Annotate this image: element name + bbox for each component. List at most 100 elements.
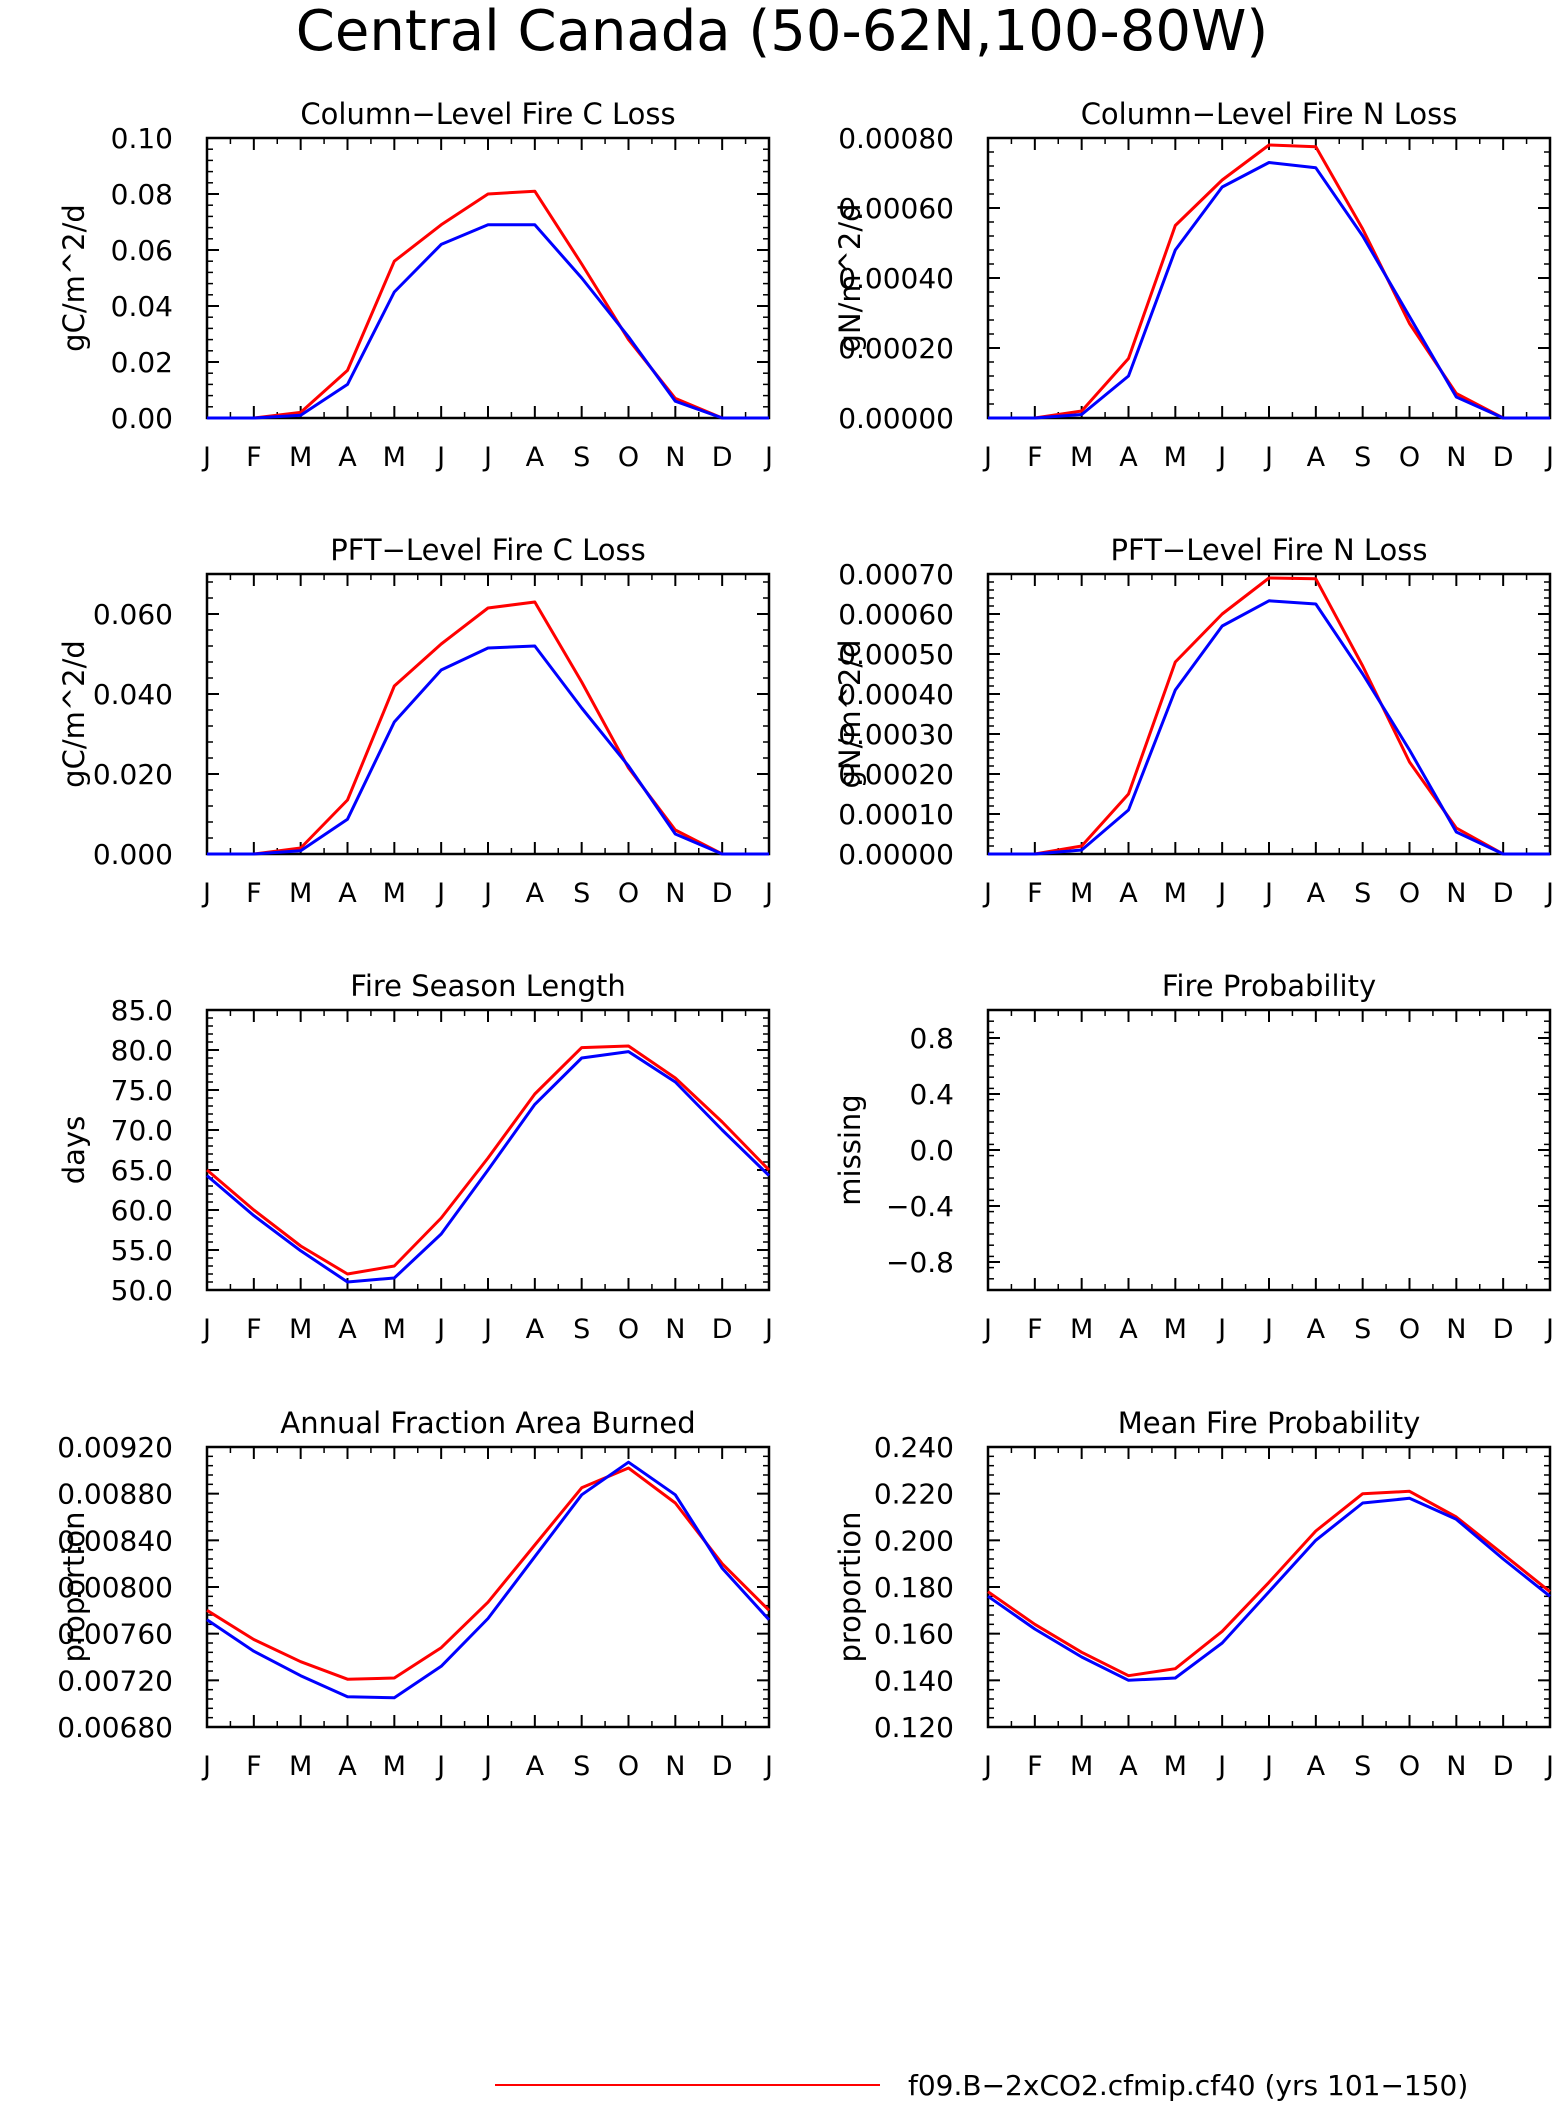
y-tick-label: 0.4 (909, 1078, 954, 1111)
x-tick-label: J (201, 1751, 211, 1782)
x-tick-label: O (1399, 442, 1420, 473)
y-tick-label: 65.0 (111, 1154, 173, 1187)
y-tick-label: 0.00080 (838, 122, 954, 155)
y-tick-label: 50.0 (111, 1274, 173, 1307)
y-axis-label: proportion (833, 1511, 867, 1662)
y-tick-label: 60.0 (111, 1194, 173, 1227)
x-tick-label: A (1119, 1314, 1138, 1345)
x-tick-label: F (1027, 1314, 1043, 1345)
panel-3: J F M A M J J A S O N D J0.0000.0200.0400.060PFT−Lev… (57, 533, 773, 909)
y-tick-label: 0.0 (909, 1134, 954, 1167)
x-tick-label: A (1119, 442, 1138, 473)
x-tick-label: M (1164, 1314, 1187, 1345)
y-tick-label: 0.240 (874, 1431, 954, 1464)
panel-8: J F M A M J J A S O N D J0.1200.1400.1600.1800.2000.… (833, 1406, 1554, 1782)
y-tick-label: 70.0 (111, 1114, 173, 1147)
y-tick-label: 85.0 (111, 994, 173, 1027)
y-tick-label: 0.00070 (838, 558, 954, 591)
x-tick-label: F (1027, 1751, 1043, 1782)
y-tick-label: 0.00020 (838, 332, 954, 365)
chart-title: Fire Probability (1162, 969, 1376, 1003)
series-line-2 (206, 1050, 771, 1284)
x-tick-label: D (1493, 1314, 1514, 1345)
y-tick-label: 80.0 (111, 1034, 173, 1067)
series-line-2 (987, 1496, 1551, 1682)
y-axis-label: gC/m^2/d (57, 204, 91, 352)
y-axis-label: days (57, 1116, 91, 1184)
x-tick-label: A (526, 442, 545, 473)
x-tick-label: M (1070, 1314, 1093, 1345)
y-tick-label: 0.040 (93, 678, 173, 711)
x-tick-label: J (1544, 878, 1554, 909)
x-tick-label: F (246, 878, 262, 909)
chart-title: Mean Fire Probability (1118, 1406, 1421, 1440)
y-tick-label: 0.08 (111, 178, 173, 211)
x-tick-label: N (1446, 1751, 1466, 1782)
x-tick-label: D (712, 1751, 733, 1782)
plot-frame (205, 136, 771, 420)
x-tick-label: J (1216, 442, 1226, 473)
x-tick-label: F (1027, 878, 1043, 909)
x-tick-label: M (289, 1751, 312, 1782)
plot-frame (205, 1445, 771, 1729)
y-tick-label: 55.0 (111, 1234, 173, 1267)
x-tick-label: M (1164, 878, 1187, 909)
x-tick-label: M (383, 442, 406, 473)
y-tick-label: 0.8 (909, 1022, 954, 1055)
y-tick-label: 0.00000 (838, 838, 954, 871)
x-tick-label: J (201, 878, 211, 909)
x-tick-label: N (1446, 878, 1466, 909)
y-axis-label: gC/m^2/d (57, 640, 91, 788)
y-tick-label: −0.8 (886, 1246, 954, 1279)
page-title: Central Canada (50-62N,100-80W) (296, 0, 1268, 64)
chart-title: PFT−Level Fire N Loss (1111, 533, 1428, 567)
x-tick-label: M (383, 1314, 406, 1345)
x-tick-label: J (1263, 1751, 1273, 1782)
x-tick-label: J (482, 1751, 492, 1782)
y-axis-label: missing (833, 1094, 867, 1205)
x-tick-label: O (1399, 878, 1420, 909)
x-tick-label: M (383, 878, 406, 909)
x-tick-label: D (1493, 1751, 1514, 1782)
x-tick-label: J (982, 878, 992, 909)
series-line-1 (988, 143, 1550, 420)
x-tick-label: F (246, 442, 262, 473)
chart-title: Annual Fraction Area Burned (280, 1406, 695, 1440)
plot-frame (205, 572, 771, 856)
plot-frame (986, 1008, 1552, 1292)
legend-label: f09.B−2xCO2.cfmip.cf40 (yrs 101−150) (908, 2069, 1468, 2102)
x-tick-label: M (1070, 442, 1093, 473)
x-tick-label: J (982, 1314, 992, 1345)
x-tick-label: N (665, 1314, 685, 1345)
legend: f09.B−2xCO2.cfmip.cf40 (yrs 101−150) (495, 2069, 1468, 2102)
x-tick-label: J (1263, 1314, 1273, 1345)
x-tick-label: J (482, 878, 492, 909)
chart-title: Column−Level Fire N Loss (1081, 97, 1458, 131)
y-tick-label: 0.00760 (57, 1618, 173, 1651)
panel-7: J F M A M J J A S O N D J0.006800.007200.007600.0080… (57, 1406, 773, 1782)
x-tick-label: J (435, 1751, 445, 1782)
series-line-1 (987, 1489, 1551, 1678)
y-tick-label: 0.020 (93, 758, 173, 791)
x-tick-label: O (1399, 1751, 1420, 1782)
panel-5: J F M A M J J A S O N D J50.055.060.065.070.075.080.… (57, 969, 773, 1345)
y-tick-label: 0.00000 (838, 402, 954, 435)
x-tick-label: M (289, 1314, 312, 1345)
y-tick-label: 0.180 (874, 1571, 954, 1604)
x-tick-label: O (618, 878, 639, 909)
series-line-1 (207, 189, 769, 420)
x-tick-label: M (1164, 442, 1187, 473)
plot-frame (986, 1445, 1552, 1729)
x-tick-label: S (573, 1314, 590, 1345)
x-tick-label: A (338, 1314, 357, 1345)
y-tick-label: 0.00680 (57, 1711, 173, 1744)
x-tick-label: J (482, 442, 492, 473)
x-tick-label: A (526, 878, 545, 909)
y-tick-label: 0.00010 (838, 798, 954, 831)
x-tick-label: A (338, 878, 357, 909)
x-tick-label: J (763, 1751, 773, 1782)
x-tick-label: J (435, 442, 445, 473)
x-tick-label: J (201, 1314, 211, 1345)
x-tick-label: O (618, 1314, 639, 1345)
